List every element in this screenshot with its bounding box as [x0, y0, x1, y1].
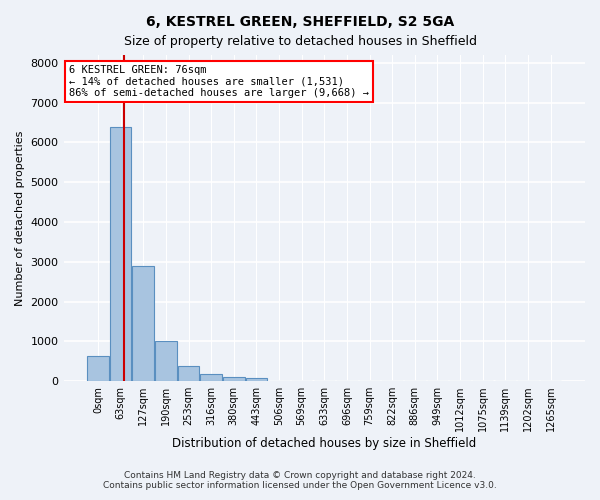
Text: 6 KESTREL GREEN: 76sqm
← 14% of detached houses are smaller (1,531)
86% of semi-: 6 KESTREL GREEN: 76sqm ← 14% of detached… — [69, 65, 369, 98]
Bar — [223, 377, 245, 381]
Bar — [133, 266, 154, 381]
Bar — [178, 366, 199, 381]
X-axis label: Distribution of detached houses by size in Sheffield: Distribution of detached houses by size … — [172, 437, 476, 450]
Bar — [245, 378, 267, 381]
Y-axis label: Number of detached properties: Number of detached properties — [15, 130, 25, 306]
Text: 6, KESTREL GREEN, SHEFFIELD, S2 5GA: 6, KESTREL GREEN, SHEFFIELD, S2 5GA — [146, 15, 454, 29]
Bar — [87, 356, 109, 381]
Text: Size of property relative to detached houses in Sheffield: Size of property relative to detached ho… — [124, 35, 476, 48]
Bar — [200, 374, 222, 381]
Bar — [155, 342, 176, 381]
Bar — [110, 126, 131, 381]
Text: Contains HM Land Registry data © Crown copyright and database right 2024.
Contai: Contains HM Land Registry data © Crown c… — [103, 470, 497, 490]
